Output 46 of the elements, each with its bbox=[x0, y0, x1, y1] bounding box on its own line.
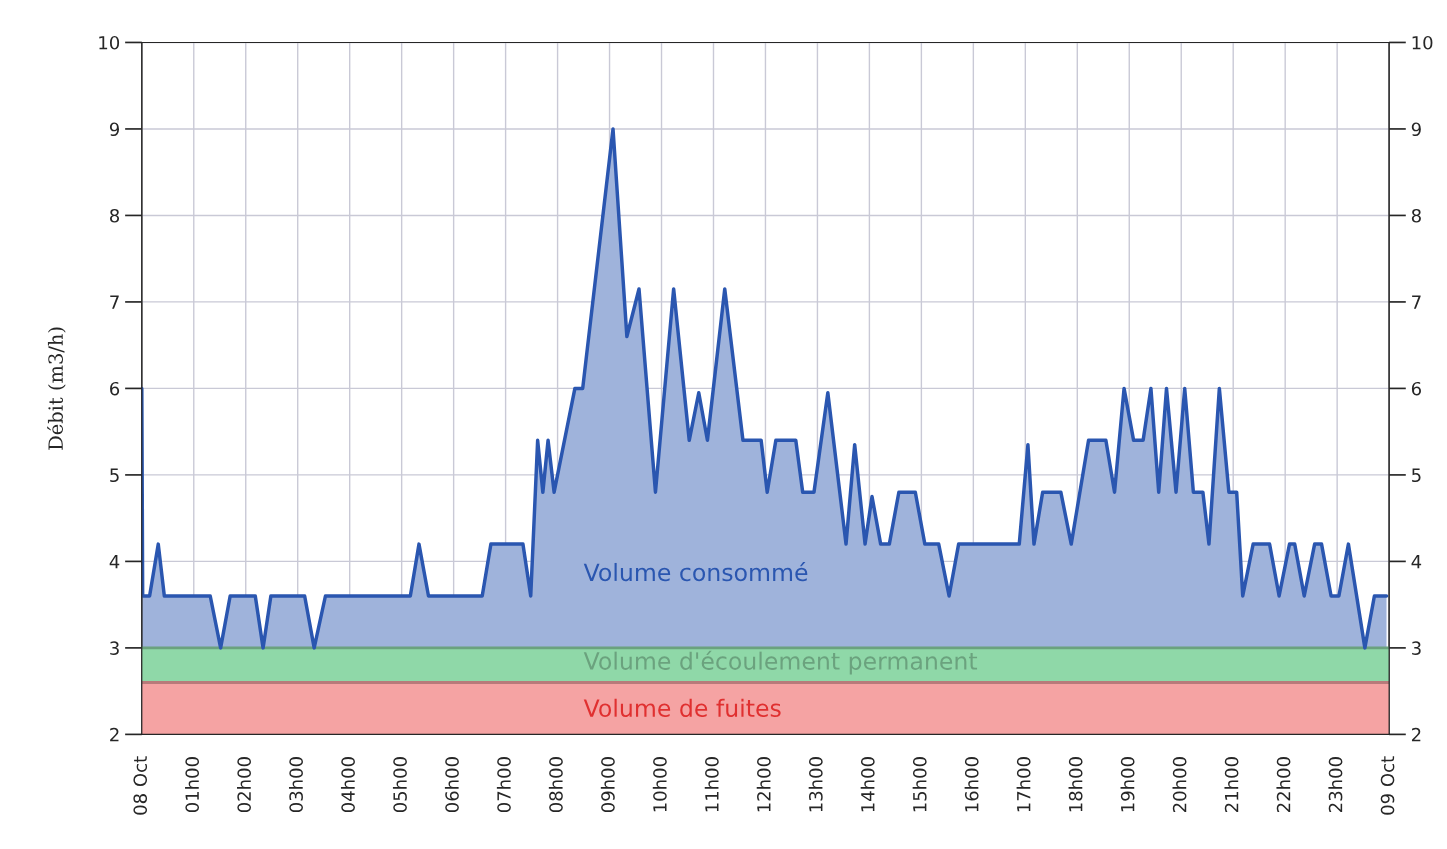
x-tick-label: 15h00 bbox=[912, 757, 927, 812]
x-tick-label: 20h00 bbox=[1172, 757, 1187, 812]
x-tick-label: 16h00 bbox=[964, 757, 979, 812]
y-axis-title: Débit (m3/h) bbox=[47, 327, 66, 450]
x-tick-label: 09 Oct bbox=[1380, 756, 1395, 815]
x-tick-label: 23h00 bbox=[1328, 757, 1343, 812]
x-tick-label: 11h00 bbox=[704, 757, 719, 812]
y2-tick-label: 4 bbox=[1411, 555, 1422, 569]
y2-tick-label: 9 bbox=[1411, 122, 1421, 137]
y2-tick-label: 8 bbox=[1411, 208, 1421, 223]
x-tick-label: 17h00 bbox=[1016, 757, 1031, 812]
y-tick-label: 4 bbox=[109, 555, 120, 569]
series-label: Volume consommé bbox=[583, 562, 808, 582]
x-tick-label: 08 Oct bbox=[133, 756, 148, 815]
x-tick-label: 10h00 bbox=[652, 757, 667, 812]
x-tick-label: 06h00 bbox=[444, 757, 459, 813]
y2-tick-label: 3 bbox=[1412, 641, 1421, 656]
y2-tick-label: 10 bbox=[1412, 35, 1433, 50]
x-tick-label: 04h00 bbox=[340, 757, 355, 813]
x-tick-label: 08h00 bbox=[548, 757, 563, 813]
x-tick-label: 05h00 bbox=[392, 757, 407, 813]
x-tick-label: 13h00 bbox=[808, 757, 823, 812]
y2-tick-label: 5 bbox=[1412, 468, 1421, 483]
x-tick-label: 12h00 bbox=[756, 757, 771, 812]
y2-tick-label: 7 bbox=[1412, 295, 1421, 309]
y2-tick-label: 2 bbox=[1411, 727, 1421, 742]
y-tick-label: 5 bbox=[110, 468, 119, 483]
y-tick-label: 7 bbox=[110, 295, 119, 309]
series-label: Volume de fuites bbox=[583, 698, 781, 718]
y-tick-label: 10 bbox=[99, 35, 120, 50]
x-tick-label: 03h00 bbox=[288, 757, 303, 813]
x-tick-label: 02h00 bbox=[237, 757, 251, 813]
x-tick-label: 14h00 bbox=[860, 757, 875, 812]
y-tick-label: 2 bbox=[110, 727, 119, 742]
y-tick-label: 9 bbox=[109, 122, 120, 137]
x-tick-label: 01h00 bbox=[185, 757, 200, 813]
x-tick-label: 21h00 bbox=[1224, 757, 1239, 812]
x-tick-label: 22h00 bbox=[1276, 757, 1291, 812]
y2-tick-label: 6 bbox=[1411, 381, 1421, 396]
y-tick-label: 3 bbox=[110, 641, 119, 656]
x-tick-label: 19h00 bbox=[1120, 757, 1135, 812]
x-tick-label: 07h00 bbox=[496, 757, 511, 813]
y-tick-label: 8 bbox=[110, 208, 120, 223]
x-tick-label: 18h00 bbox=[1068, 757, 1083, 812]
y-tick-label: 6 bbox=[110, 381, 120, 396]
x-tick-label: 09h00 bbox=[600, 757, 615, 813]
